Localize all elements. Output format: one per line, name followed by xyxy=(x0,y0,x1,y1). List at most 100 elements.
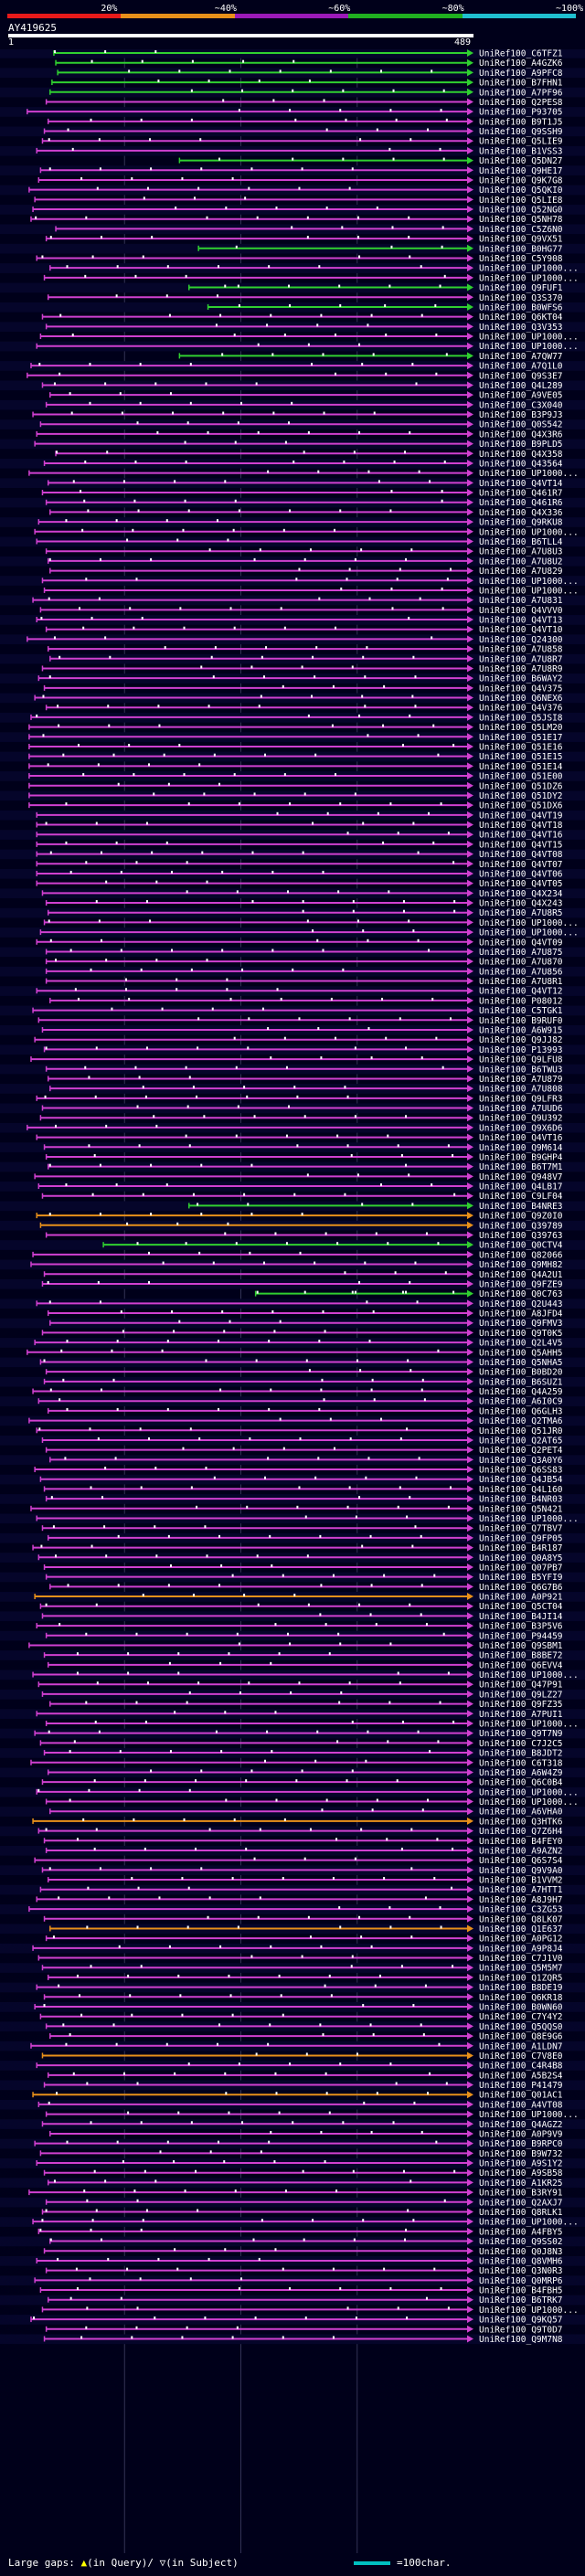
hit-label[interactable]: UniRef100_Q0C763 xyxy=(479,1289,563,1299)
hit-label[interactable]: UniRef100_B8BE72 xyxy=(479,1651,563,1661)
hit-label[interactable]: UniRef100_A6I0C9 xyxy=(479,1397,563,1407)
hit-label[interactable]: UniRef100_B9GHP4 xyxy=(479,1152,563,1162)
hit-label[interactable]: UniRef100_Q51E14 xyxy=(479,762,563,772)
hit-label[interactable]: UniRef100_A7U8R7 xyxy=(479,654,563,664)
hit-label[interactable]: UniRef100_Q2U443 xyxy=(479,1299,563,1309)
hit-label[interactable]: UniRef100_Q9U392 xyxy=(479,1114,563,1124)
hit-label[interactable]: UniRef100_Q9Z0I0 xyxy=(479,1212,563,1222)
hit-label[interactable]: UniRef100_A8JFD4 xyxy=(479,1309,563,1320)
hit-label[interactable]: UniRef100_Q4X3R6 xyxy=(479,429,563,440)
hit-label[interactable]: UniRef100_Q4V376 xyxy=(479,704,563,714)
hit-label[interactable]: UniRef100_Q9FZE9 xyxy=(479,1279,563,1289)
hit-label[interactable]: UniRef100_Q5N421 xyxy=(479,1504,563,1514)
hit-label[interactable]: UniRef100_Q0A8Y5 xyxy=(479,1553,563,1564)
hit-label[interactable]: UniRef100_C5Y908 xyxy=(479,254,563,264)
hit-label[interactable]: UniRef100_B9W732 xyxy=(479,2149,563,2159)
hit-label[interactable]: UniRef100_Q9LFU8 xyxy=(479,1055,563,1065)
hit-label[interactable]: UniRef100_UP1000... xyxy=(479,2218,579,2228)
hit-label[interactable]: UniRef100_B4FEY0 xyxy=(479,1837,563,1847)
hit-label[interactable]: UniRef100_B6SUZ1 xyxy=(479,1377,563,1387)
hit-label[interactable]: UniRef100_B3P9J3 xyxy=(479,410,563,420)
hit-label[interactable]: UniRef100_A9PFC8 xyxy=(479,69,563,79)
hit-label[interactable]: UniRef100_UP1000... xyxy=(479,469,579,479)
hit-label[interactable]: UniRef100_Q4VT19 xyxy=(479,811,563,821)
hit-label[interactable]: UniRef100_UP1000... xyxy=(479,2306,579,2316)
hit-label[interactable]: UniRef100_Q6KR18 xyxy=(479,1993,563,2003)
hit-label[interactable]: UniRef100_Q4L160 xyxy=(479,1485,563,1495)
hit-label[interactable]: UniRef100_Q5CT04 xyxy=(479,1602,563,1612)
hit-label[interactable]: UniRef100_B8JDT2 xyxy=(479,1749,563,1759)
hit-label[interactable]: UniRef100_Q0CTV4 xyxy=(479,1241,563,1251)
hit-label[interactable]: UniRef100_Q9T0D7 xyxy=(479,2325,563,2335)
hit-label[interactable]: UniRef100_A7U858 xyxy=(479,645,563,655)
hit-label[interactable]: UniRef100_Q4X234 xyxy=(479,889,563,899)
hit-label[interactable]: UniRef100_B3P5V6 xyxy=(479,1622,563,1632)
hit-label[interactable]: UniRef100_Q5LIE9 xyxy=(479,137,563,147)
hit-label[interactable]: UniRef100_Q6SS83 xyxy=(479,1466,563,1476)
hit-label[interactable]: UniRef100_Q2AT65 xyxy=(479,1436,563,1446)
hit-label[interactable]: UniRef100_A7QW77 xyxy=(479,352,563,362)
hit-label[interactable]: UniRef100_Q9M7N8 xyxy=(479,2335,563,2345)
hit-label[interactable]: UniRef100_Q9FMV3 xyxy=(479,1319,563,1329)
hit-label[interactable]: UniRef100_A4VT08 xyxy=(479,2100,563,2110)
hit-label[interactable]: UniRef100_Q51E16 xyxy=(479,742,563,752)
hit-label[interactable]: UniRef100_C5TGK1 xyxy=(479,1006,563,1016)
hit-label[interactable]: UniRef100_Q52NG0 xyxy=(479,206,563,216)
hit-label[interactable]: UniRef100_Q43564 xyxy=(479,459,563,469)
hit-label[interactable]: UniRef100_A9SB58 xyxy=(479,2168,563,2178)
hit-label[interactable]: UniRef100_Q9SBM1 xyxy=(479,1641,563,1651)
hit-label[interactable]: UniRef100_Q51E00 xyxy=(479,772,563,782)
hit-label[interactable]: UniRef100_A7U829 xyxy=(479,567,563,577)
hit-label[interactable]: UniRef100_B9RUF0 xyxy=(479,1016,563,1026)
hit-label[interactable]: UniRef100_A7U8U3 xyxy=(479,547,563,557)
hit-label[interactable]: UniRef100_B9PLD5 xyxy=(479,440,563,450)
hit-label[interactable]: UniRef100_Q4X358 xyxy=(479,450,563,460)
hit-label[interactable]: UniRef100_UP1000... xyxy=(479,342,579,352)
hit-label[interactable]: UniRef100_Q9KQ57 xyxy=(479,2316,563,2326)
hit-label[interactable]: UniRef100_A7U8U2 xyxy=(479,557,563,567)
hit-label[interactable]: UniRef100_B6TWU3 xyxy=(479,1065,563,1075)
hit-label[interactable]: UniRef100_B6TLL4 xyxy=(479,537,563,547)
hit-label[interactable]: UniRef100_Q4L289 xyxy=(479,381,563,391)
hit-label[interactable]: UniRef100_Q0S542 xyxy=(479,420,563,430)
hit-label[interactable]: UniRef100_A7U808 xyxy=(479,1085,563,1095)
hit-label[interactable]: UniRef100_UP1000... xyxy=(479,1787,579,1797)
hit-label[interactable]: UniRef100_Q6G7B6 xyxy=(479,1583,563,1593)
hit-label[interactable]: UniRef100_UP1000... xyxy=(479,577,579,587)
hit-label[interactable]: UniRef100_C3X040 xyxy=(479,400,563,410)
hit-label[interactable]: UniRef100_Q39789 xyxy=(479,1221,563,1231)
hit-label[interactable]: UniRef100_Q6S7S4 xyxy=(479,1856,563,1866)
hit-label[interactable]: UniRef100_A6W4Z9 xyxy=(479,1768,563,1778)
hit-label[interactable]: UniRef100_A7HTT1 xyxy=(479,1885,563,1895)
hit-label[interactable]: UniRef100_UP1000... xyxy=(479,264,579,274)
hit-label[interactable]: UniRef100_Q948V7 xyxy=(479,1172,563,1182)
hit-label[interactable]: UniRef100_B0BD20 xyxy=(479,1368,563,1378)
hit-label[interactable]: UniRef100_A7U831 xyxy=(479,596,563,606)
hit-label[interactable]: UniRef100_Q4VT05 xyxy=(479,879,563,889)
hit-label[interactable]: UniRef100_Q9RKU8 xyxy=(479,518,563,528)
hit-label[interactable]: UniRef100_Q4VT12 xyxy=(479,987,563,997)
hit-label[interactable]: UniRef100_A7U875 xyxy=(479,948,563,958)
hit-label[interactable]: UniRef100_Q7TBV7 xyxy=(479,1524,563,1534)
hit-label[interactable]: UniRef100_Q4VT16 xyxy=(479,1133,563,1143)
hit-label[interactable]: UniRef100_P41479 xyxy=(479,2081,563,2091)
hit-label[interactable]: UniRef100_P13993 xyxy=(479,1045,563,1055)
hit-label[interactable]: UniRef100_A4GZK6 xyxy=(479,58,563,69)
hit-label[interactable]: UniRef100_A7PUI1 xyxy=(479,1710,563,1720)
hit-label[interactable]: UniRef100_Q5QKI0 xyxy=(479,186,563,196)
hit-label[interactable]: UniRef100_A9P8J4 xyxy=(479,1944,563,1954)
hit-label[interactable]: UniRef100_Q8RLK1 xyxy=(479,2208,563,2218)
hit-label[interactable]: UniRef100_UP1000... xyxy=(479,1719,579,1729)
hit-label[interactable]: UniRef100_A0P9V9 xyxy=(479,2129,563,2139)
hit-label[interactable]: UniRef100_C7V8E0 xyxy=(479,2051,563,2062)
hit-label[interactable]: UniRef100_B1VVM2 xyxy=(479,1876,563,1886)
hit-label[interactable]: UniRef100_Q5NH78 xyxy=(479,215,563,225)
hit-label[interactable]: UniRef100_B4JI14 xyxy=(479,1612,563,1622)
hit-label[interactable]: UniRef100_Q5QQS0 xyxy=(479,2022,563,2032)
hit-label[interactable]: UniRef100_Q8VMH6 xyxy=(479,2256,563,2266)
hit-label[interactable]: UniRef100_A7U8R5 xyxy=(479,908,563,918)
hit-label[interactable]: UniRef100_UP1000... xyxy=(479,918,579,928)
hit-label[interactable]: UniRef100_Q24300 xyxy=(479,635,563,645)
hit-label[interactable]: UniRef100_Q2PES8 xyxy=(479,98,563,108)
hit-label[interactable]: UniRef100_B8DE19 xyxy=(479,1983,563,1993)
